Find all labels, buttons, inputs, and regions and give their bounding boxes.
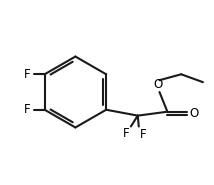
Text: O: O bbox=[189, 107, 199, 120]
Text: F: F bbox=[24, 68, 30, 81]
Text: F: F bbox=[24, 103, 30, 116]
Text: O: O bbox=[154, 78, 163, 91]
Text: F: F bbox=[139, 128, 146, 141]
Text: F: F bbox=[123, 127, 129, 140]
